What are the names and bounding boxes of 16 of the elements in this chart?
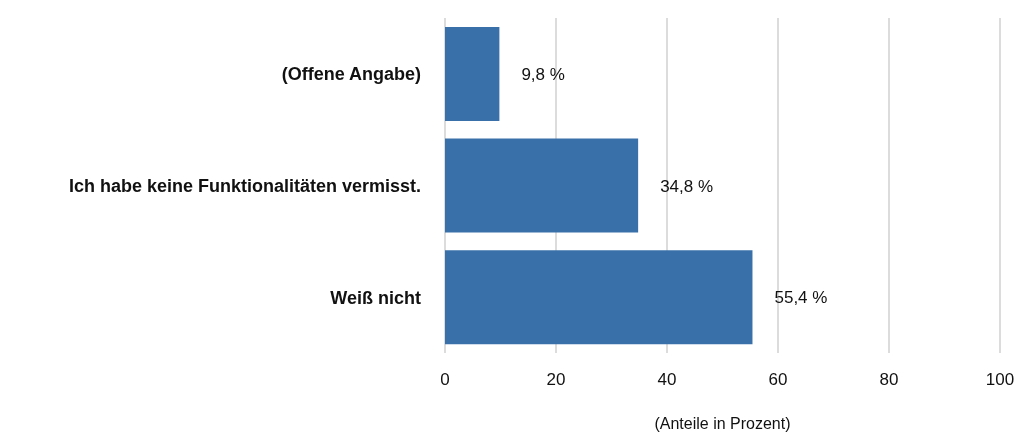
x-tick-label: 80 (879, 370, 899, 390)
x-tick-label: 40 (657, 370, 677, 390)
y-tick-label: Ich habe keine Funktionalitäten vermisst. (68, 175, 421, 196)
x-tick-label: 0 (440, 370, 450, 390)
bar (445, 138, 639, 233)
y-tick-label: Weiß nicht (330, 287, 421, 308)
bar (445, 250, 753, 345)
x-tick-label: 100 (985, 370, 1015, 390)
data-label: 55,4 % (774, 288, 828, 308)
bar (445, 26, 500, 121)
x-tick-label: 20 (546, 370, 566, 390)
y-tick-label: (Offene Angabe) (281, 64, 421, 85)
data-label: 34,8 % (660, 176, 714, 196)
data-label: 9,8 % (521, 64, 565, 84)
x-tick-label: 60 (768, 370, 788, 390)
x-axis-title: (Anteile in Prozent) (654, 415, 791, 432)
